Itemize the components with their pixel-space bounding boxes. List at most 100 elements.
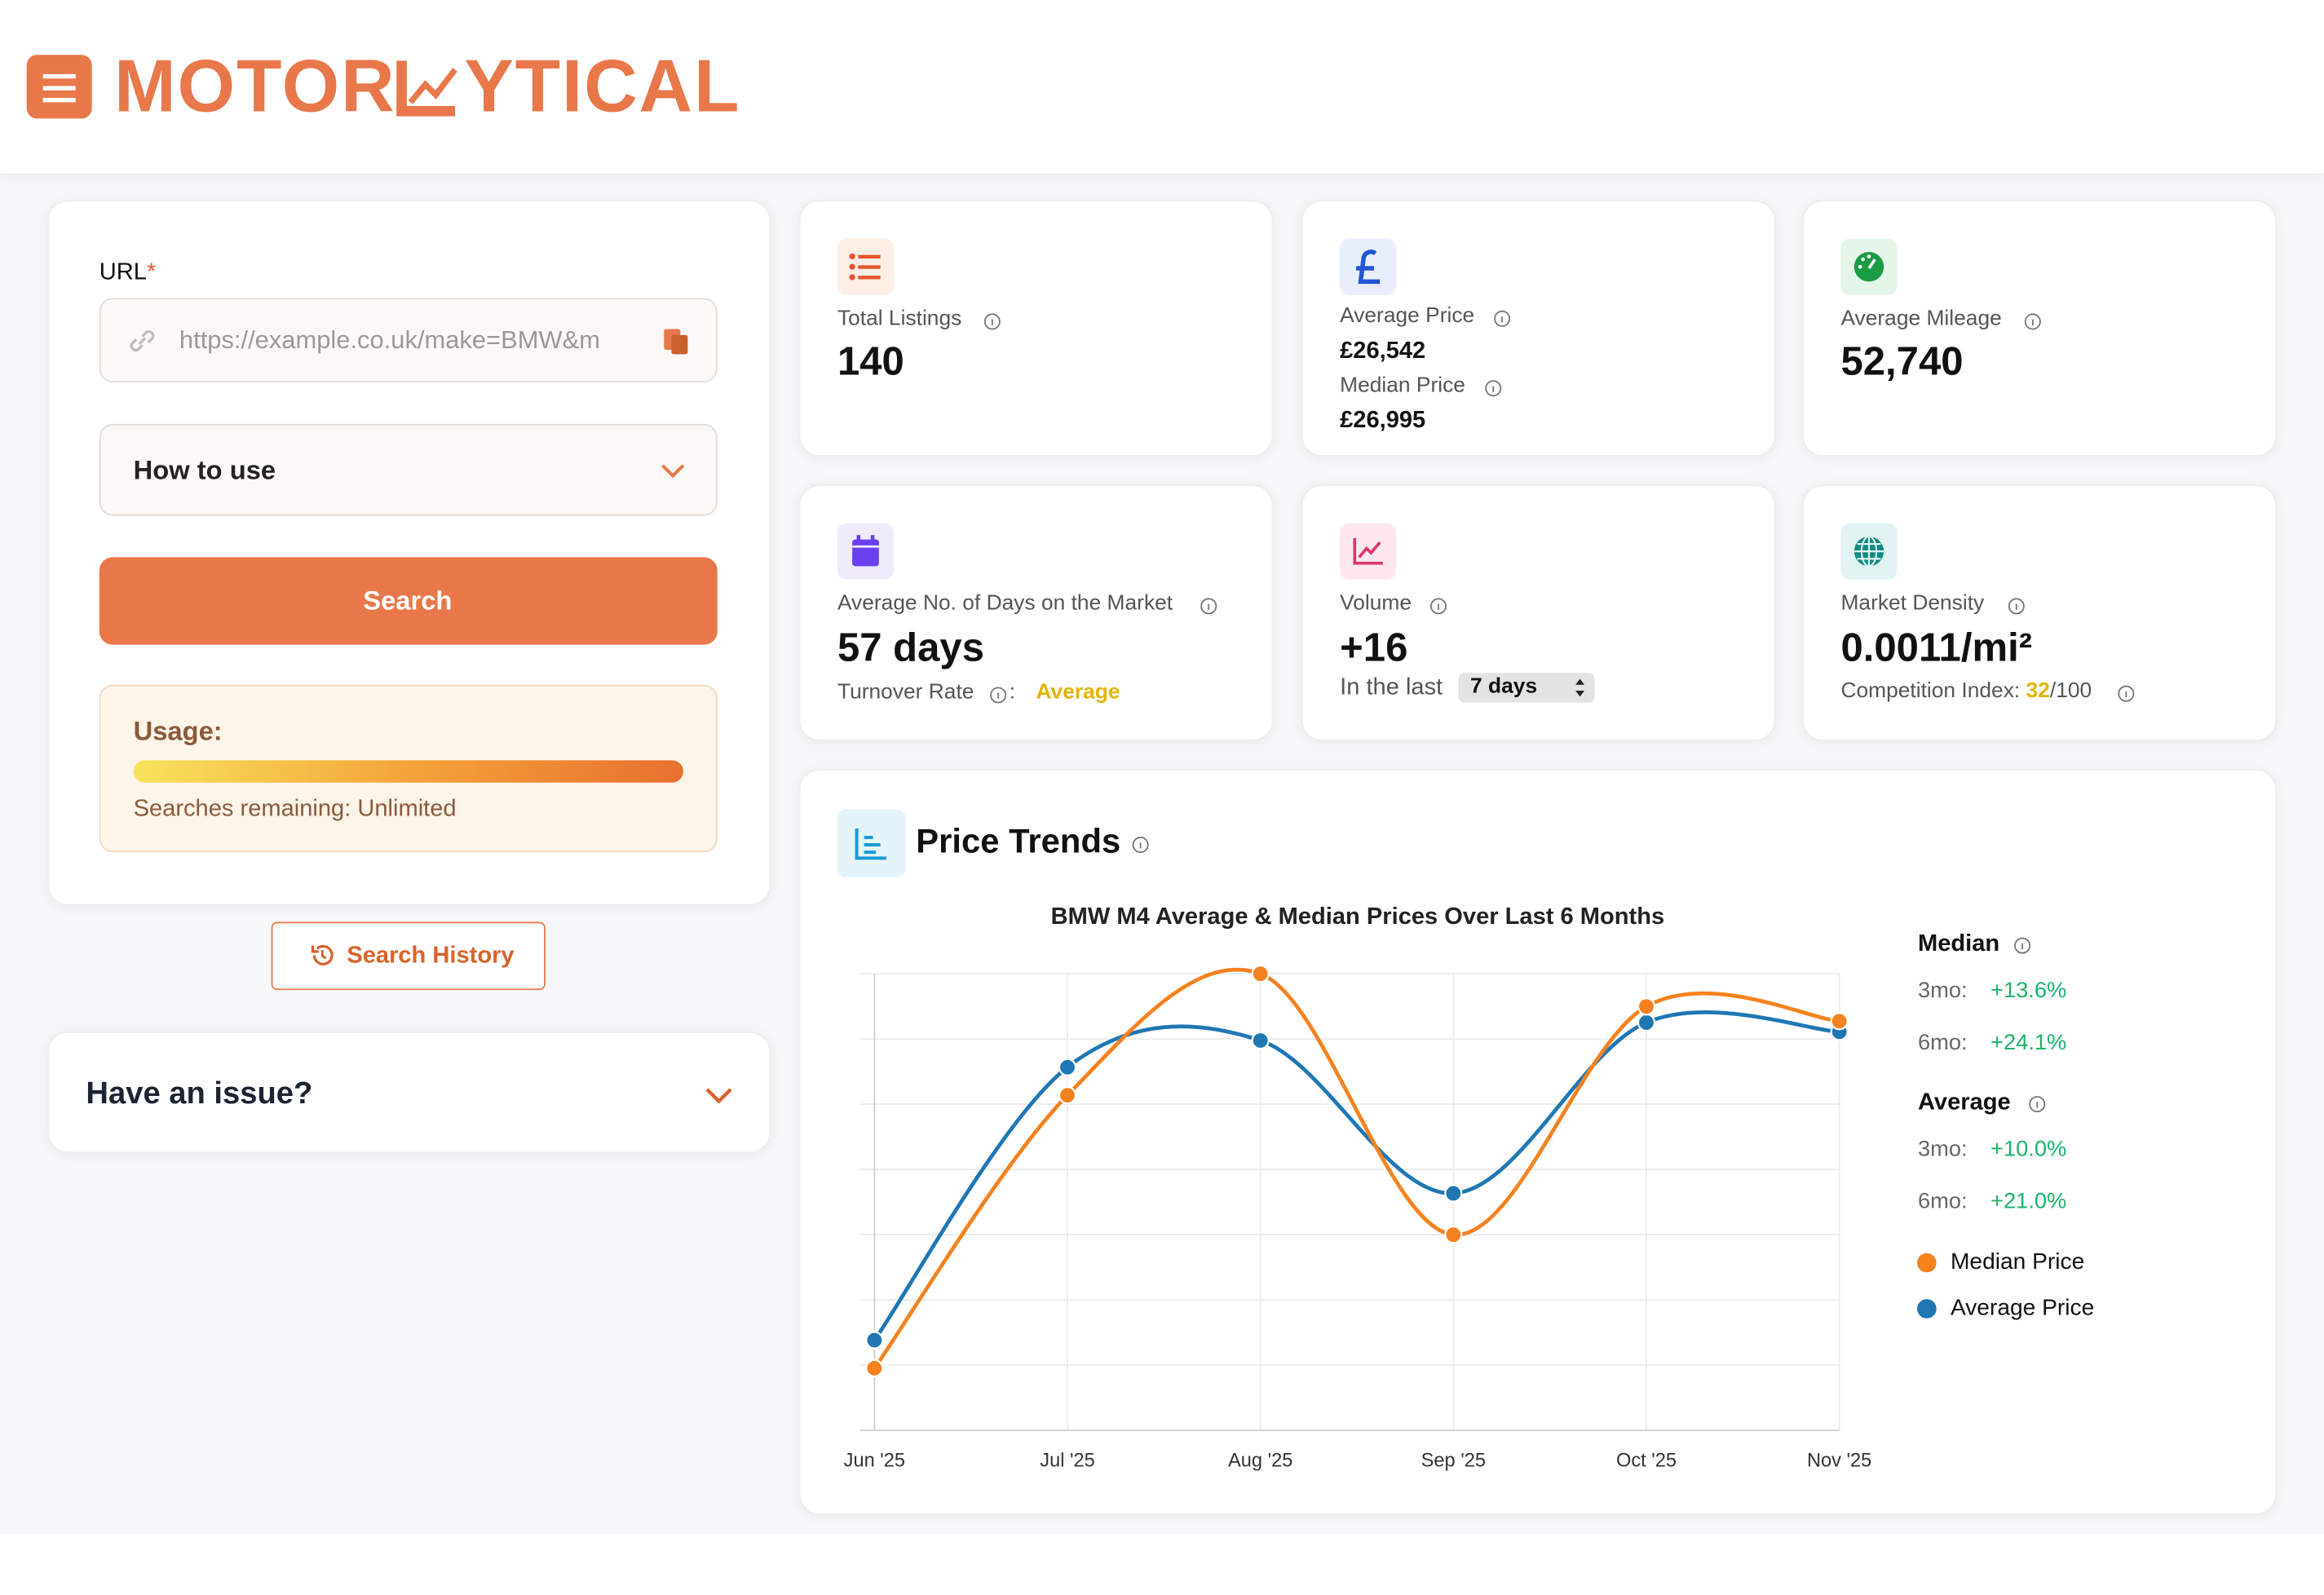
point [1444, 1226, 1463, 1244]
stat-label: Total Listings [837, 307, 962, 331]
stat-value: 52,740 [1840, 338, 1964, 384]
period-select[interactable] [1458, 673, 1595, 703]
url-label: URL* [99, 258, 157, 287]
volume-icon [1340, 523, 1397, 580]
info-icon[interactable] [1132, 837, 1149, 854]
competition-value: 32 [2026, 679, 2050, 704]
link-icon [130, 330, 155, 352]
competition: Competition Index: 32/100 [1840, 679, 2092, 705]
point [1637, 1013, 1656, 1032]
change-value: +24.1% [1990, 1030, 2067, 1056]
url-placeholder: https://example.co.uk/make=BMW&m [179, 325, 600, 355]
search-button[interactable] [99, 557, 718, 645]
x-tick-label: Oct '25 [1616, 1450, 1677, 1471]
period-label: In the last [1340, 674, 1443, 700]
x-tick-label: Jul '25 [1040, 1450, 1095, 1471]
info-icon[interactable] [1429, 598, 1447, 615]
how-to-use-text: How to use [133, 455, 276, 485]
stat-label: Volume [1340, 591, 1412, 616]
x-tick-label: Jun '25 [844, 1450, 905, 1471]
stat-label: Market Density [1840, 591, 1985, 616]
stat-label: Median Price [1340, 373, 1465, 398]
info-icon[interactable] [2014, 937, 2031, 954]
trends-icon [837, 809, 906, 878]
history-button[interactable] [271, 921, 546, 991]
change-label: 3mo: [1917, 978, 1968, 1004]
info-icon[interactable] [2028, 1096, 2045, 1113]
stat-value: £26,995 [1340, 408, 1426, 434]
how-to-use[interactable] [99, 423, 718, 516]
url-label-text: URL [99, 259, 147, 285]
stat-value: +16 [1340, 625, 1408, 670]
stat-label: Turnover Rate [837, 680, 974, 705]
usage-bar [133, 760, 683, 783]
colon: : [1009, 680, 1016, 705]
change-value: +13.6% [1990, 978, 2067, 1004]
paste-icon[interactable] [662, 326, 689, 356]
logo: MOTOR YTICAL [114, 42, 740, 130]
stat-value: 0.0011/mi² [1840, 625, 2033, 670]
change-group: Median [1917, 931, 2000, 957]
price-icon [1340, 238, 1397, 295]
competition-label: Competition Index: [1840, 679, 2021, 704]
logo-left: MOTOR [113, 44, 396, 128]
required-mark: * [146, 259, 157, 285]
mileage-icon [1840, 238, 1898, 295]
stat-label: Average Price [1340, 304, 1475, 329]
chart: BMW M4 Average & Median Prices Over Last… [844, 904, 2095, 1472]
menu-button[interactable] [26, 55, 92, 119]
stat-value: 140 [837, 338, 904, 384]
point [1830, 1012, 1849, 1031]
point [1251, 1031, 1270, 1050]
stat-value: £26,542 [1340, 338, 1426, 365]
legend-marker [1917, 1299, 1937, 1319]
info-icon[interactable] [2118, 685, 2135, 702]
info-icon[interactable] [1494, 310, 1511, 327]
info-icon[interactable] [983, 313, 1001, 330]
point [1444, 1184, 1463, 1203]
x-tick-label: Sep '25 [1421, 1450, 1486, 1471]
info-icon[interactable] [2024, 313, 2041, 330]
density-icon [1840, 523, 1898, 580]
price-trends-card [798, 769, 2277, 1515]
legend-marker [1917, 1253, 1937, 1273]
change-label: 6mo: [1917, 1030, 1968, 1056]
change-value: +21.0% [1990, 1188, 2067, 1214]
chevron [661, 464, 685, 479]
x-tick-label: Aug '25 [1228, 1450, 1292, 1471]
logo-right: YTICAL [464, 44, 741, 128]
point [1637, 997, 1656, 1016]
change-label: 3mo: [1917, 1137, 1968, 1162]
header [0, 0, 2324, 174]
change-value: +10.0% [1990, 1137, 2067, 1162]
logo-icon [396, 60, 458, 117]
info-icon[interactable] [990, 687, 1007, 704]
point [1251, 965, 1270, 983]
listings-icon [837, 238, 895, 295]
period-value: 7 days [1470, 674, 1538, 699]
chevron [705, 1088, 732, 1104]
turnover-value: Average [1036, 680, 1120, 705]
url-input[interactable] [99, 298, 718, 382]
search-button-text: Search [363, 585, 453, 616]
history-text: Search History [347, 943, 515, 969]
usage-text: Searches remaining: Unlimited [133, 796, 457, 822]
point [865, 1331, 884, 1350]
change-label: 6mo: [1917, 1188, 1968, 1214]
info-icon[interactable] [2008, 598, 2025, 615]
calendar-icon [837, 523, 895, 580]
competition-max: /100 [2049, 679, 2092, 704]
stat-value: 57 days [837, 625, 985, 670]
info-icon[interactable] [1200, 598, 1217, 615]
issue-card[interactable] [47, 1032, 771, 1154]
info-icon[interactable] [1485, 380, 1502, 397]
legend-label: Average Price [1951, 1293, 2094, 1319]
point [1058, 1086, 1077, 1105]
history-icon [311, 944, 334, 965]
stat-label: Average Mileage [1840, 307, 2002, 331]
stat-label: Average No. of Days on the Market [837, 591, 1173, 616]
chart-title: BMW M4 Average & Median Prices Over Last… [1051, 904, 1664, 930]
issue-title: Have an issue? [86, 1076, 313, 1111]
